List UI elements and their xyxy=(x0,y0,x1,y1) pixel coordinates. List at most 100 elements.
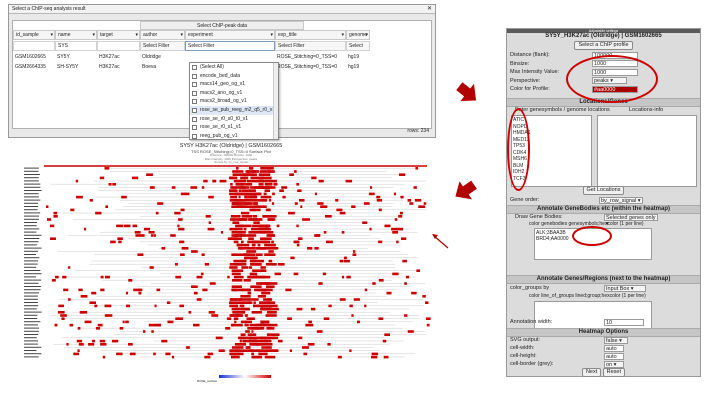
column-header[interactable]: exp_title ▾ xyxy=(275,30,346,40)
dropdown-option[interactable]: reeg_pub_og_v1 xyxy=(190,132,278,141)
filter-icon[interactable]: ▾ xyxy=(365,32,368,38)
select-chip-profile-button[interactable]: Select a ChIP profile xyxy=(574,41,633,50)
reset-button[interactable]: Reset xyxy=(602,368,626,377)
table-cell[interactable]: H3K27ac xyxy=(99,54,120,60)
gene-order-select[interactable]: by_row_signal ▾ xyxy=(599,197,643,204)
checkbox[interactable] xyxy=(192,107,197,113)
heatmap-cell xyxy=(181,247,189,250)
checkbox[interactable] xyxy=(192,73,197,79)
filter-icon[interactable]: ▾ xyxy=(135,32,138,38)
dropdown-option[interactable]: macs2_broad_og_v1 xyxy=(190,97,278,106)
get-locations-button[interactable]: Get Locations xyxy=(582,186,625,195)
dropdown-option-label: macs2_broad_og_v1 xyxy=(200,98,247,105)
gene-row-label xyxy=(24,257,40,259)
heatmap-cell xyxy=(132,176,139,180)
color-groups-select[interactable]: Input Box ▾ xyxy=(604,285,646,292)
heatmap-cell xyxy=(407,330,414,333)
table-cell[interactable]: Oldridge xyxy=(142,54,161,60)
table-cell[interactable]: hg19 xyxy=(348,54,360,60)
column-header[interactable]: id_sample ▾ xyxy=(13,30,55,40)
color-line-groups-textarea[interactable] xyxy=(534,301,652,331)
table-cell[interactable]: SY5Y xyxy=(57,54,70,60)
column-filter-input[interactable]: Select xyxy=(346,41,370,51)
column-filter-input[interactable] xyxy=(13,41,55,51)
heatmap-cell xyxy=(242,349,248,352)
heatmap-cell xyxy=(201,186,205,189)
heatmap-option-input[interactable]: auto xyxy=(604,352,624,360)
table-cell[interactable]: GSM2664335 xyxy=(15,64,46,70)
table-cell[interactable]: Boeva xyxy=(142,64,157,70)
heatmap-cell xyxy=(121,195,127,199)
heatmap-cell xyxy=(259,275,265,279)
checkbox[interactable] xyxy=(192,65,197,70)
column-filter-input[interactable] xyxy=(97,41,140,51)
column-header[interactable]: experiment ▾ xyxy=(185,30,275,40)
highlight-oval xyxy=(507,108,530,191)
dropdown-option[interactable]: rose_se_r0_s0_t0_v1 xyxy=(190,115,278,124)
checkbox[interactable] xyxy=(192,82,197,88)
dropdown-option[interactable]: (Select All) xyxy=(190,63,278,72)
dropdown-option[interactable]: rose_se_r0_s1_v1 xyxy=(190,123,278,132)
table-cell[interactable]: SH-SY5Y xyxy=(57,64,79,70)
column-filter-input[interactable]: Select Filter xyxy=(140,41,185,51)
heatmap-cell xyxy=(311,176,317,180)
heatmap-option-input[interactable]: on ▾ xyxy=(604,360,624,368)
gene-row-label xyxy=(24,263,38,265)
column-header[interactable]: genome ▾ xyxy=(346,30,370,40)
next-button[interactable]: Next xyxy=(581,368,602,377)
heatmap-cell xyxy=(264,183,273,186)
checkbox[interactable] xyxy=(192,116,197,122)
checkbox[interactable] xyxy=(192,133,197,139)
checkbox[interactable] xyxy=(192,99,197,105)
checkbox[interactable] xyxy=(192,125,197,131)
dropdown-option[interactable]: encode_bed_data xyxy=(190,72,278,81)
heatmap-cell xyxy=(261,343,265,346)
table-cell[interactable]: ROSE_Stitching=0_TSS=0 xyxy=(277,64,338,70)
heatmap-cell xyxy=(413,186,417,189)
heatmap-option-input[interactable]: false ▾ xyxy=(604,336,628,344)
heatmap-cell xyxy=(327,343,331,346)
filter-icon[interactable]: ▾ xyxy=(270,32,273,38)
heatmap-cell xyxy=(54,323,58,327)
draw-gene-bodies-select[interactable]: Selected genes only ▾ xyxy=(604,214,658,227)
heatmap-option-input[interactable]: auto xyxy=(604,344,624,352)
heatmap-cell xyxy=(423,202,427,205)
heatmap-cell xyxy=(80,295,88,298)
checkbox[interactable] xyxy=(192,90,197,96)
heatmap-cell xyxy=(251,243,256,247)
locations-info-textarea[interactable] xyxy=(597,115,697,187)
experiment-filter-dropdown[interactable]: (Select All) encode_bed_data macs14_geo_og… xyxy=(189,62,279,140)
heatmap-cell xyxy=(104,304,112,308)
table-cell[interactable]: ROSE_Stitching=0_TSS=0 xyxy=(277,54,338,60)
filter-icon[interactable]: ▾ xyxy=(341,32,344,38)
dropdown-option[interactable]: macs2_ano_og_v1 xyxy=(190,89,278,98)
close-icon[interactable]: ✕ xyxy=(426,6,432,12)
heatmap-cell xyxy=(426,317,431,320)
gene-row-label xyxy=(24,206,39,207)
filter-icon[interactable]: ▾ xyxy=(180,32,183,38)
table-cell[interactable] xyxy=(185,53,275,62)
dropdown-scrollbar[interactable] xyxy=(273,63,278,139)
annotation-width-input[interactable]: 10 xyxy=(604,319,644,326)
table-cell[interactable]: H3K27ac xyxy=(99,64,120,70)
column-header[interactable]: name ▾ xyxy=(55,30,97,40)
filter-icon[interactable]: ▾ xyxy=(50,32,53,38)
column-filter-input[interactable]: Select Filter xyxy=(275,41,346,51)
dropdown-option[interactable]: rose_se_pub_reeg_m2_q5_r0_v1 xyxy=(190,105,278,115)
column-filter-input[interactable]: Select Filter xyxy=(185,41,275,51)
table-cell[interactable]: GSM1602665 xyxy=(15,54,46,60)
heatmap-cell xyxy=(416,269,421,272)
filter-icon[interactable]: ▾ xyxy=(92,32,95,38)
column-header[interactable]: target ▾ xyxy=(97,30,140,40)
table-cell[interactable]: hg19 xyxy=(348,64,360,70)
heatmap-cell xyxy=(139,234,145,237)
heatmap-cell xyxy=(161,339,168,343)
column-filter-input[interactable]: SYS xyxy=(55,41,97,51)
dropdown-option[interactable]: macs14_geo_og_v1 xyxy=(190,80,278,89)
heatmap-cell xyxy=(251,189,256,192)
column-header[interactable]: author ▾ xyxy=(140,30,185,40)
heatmap-cell xyxy=(243,279,251,282)
gene-row-label xyxy=(24,238,40,239)
heatmap-cell xyxy=(205,215,211,218)
heatmap-cell xyxy=(208,311,215,314)
